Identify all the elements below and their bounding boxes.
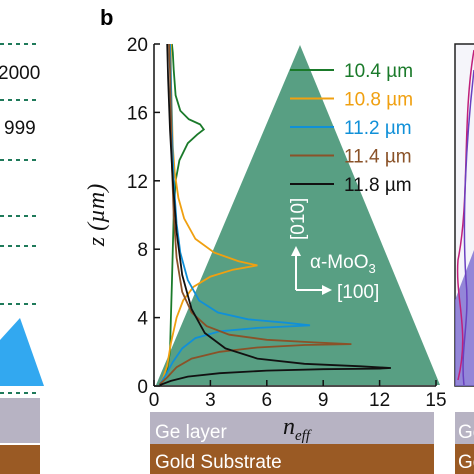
y-tick-label: 8	[137, 240, 148, 261]
legend: 10.4 µm 10.8 µm 11.2 µm 11.4 µm 11.8 µm	[290, 61, 413, 196]
y-tick-label: 16	[127, 103, 148, 124]
ge-layer	[150, 412, 434, 444]
material-subscript: 3	[368, 261, 375, 276]
y-tick-label: 20	[127, 35, 148, 56]
legend-label: 11.2 µm	[344, 118, 412, 139]
x-tick-label: 9	[318, 390, 329, 411]
legend-label: 10.8 µm	[344, 90, 413, 111]
x-axis-title: neff	[283, 414, 312, 444]
right-triangle-fragment	[455, 250, 474, 386]
x-tick-label: 12	[369, 390, 390, 411]
left-ge-layer-fragment	[0, 398, 40, 443]
legend-label: 11.8 µm	[344, 175, 412, 196]
left-triangle-fragment	[0, 318, 44, 386]
x-tick-label: 0	[149, 390, 160, 411]
x-axis-title-main: n	[283, 414, 295, 440]
series-lines	[158, 43, 391, 386]
vertical-arrow-head	[291, 246, 301, 256]
material-triangle	[156, 45, 440, 385]
y-tick-label: 4	[137, 309, 148, 330]
right-ge-layer-fragment	[455, 412, 474, 444]
left-fragment-text: 2000	[0, 63, 40, 84]
direction-label-010: [010]	[288, 198, 309, 240]
material-name: α-MoO	[310, 252, 368, 273]
right-curve-fragment	[456, 49, 474, 381]
y-tick-label: 0	[137, 377, 148, 398]
x-tick-label: 6	[262, 390, 273, 411]
left-fragment-text: 999	[4, 118, 36, 139]
y-axis-title: z (µm)	[84, 184, 110, 247]
crystal-axes-inset: [010] α-MoO3 [100]	[288, 198, 379, 303]
panel-letter: b	[100, 5, 113, 30]
direction-label-100: [100]	[337, 282, 379, 303]
left-gold-layer-fragment	[0, 445, 40, 474]
series-line	[159, 43, 391, 386]
right-panel-fragment: Ge Go	[454, 43, 474, 474]
x-tick-label: 3	[205, 390, 216, 411]
horizontal-arrow-head	[322, 285, 332, 295]
left-panel-fragment: 2000 999	[0, 43, 44, 474]
right-gold-layer-fragment	[455, 444, 474, 474]
x-axis-title-sub: eff	[295, 428, 312, 444]
right-ge-fragment-label: Ge	[458, 422, 474, 443]
right-gold-fragment-label: Go	[458, 452, 474, 473]
x-tick-label: 15	[425, 390, 446, 411]
y-tick-label: 12	[127, 172, 148, 193]
right-curve-fragment	[462, 69, 474, 386]
gold-substrate	[150, 444, 434, 474]
gold-substrate-label: Gold Substrate	[155, 452, 282, 473]
ge-layer-label: Ge layer	[155, 422, 227, 443]
legend-label: 11.4 µm	[344, 147, 412, 168]
legend-label: 10.4 µm	[344, 61, 413, 82]
axes: 0 3 6 9 12 15 0 4 8 12 16 20	[127, 35, 447, 411]
material-label: α-MoO3	[310, 252, 376, 276]
